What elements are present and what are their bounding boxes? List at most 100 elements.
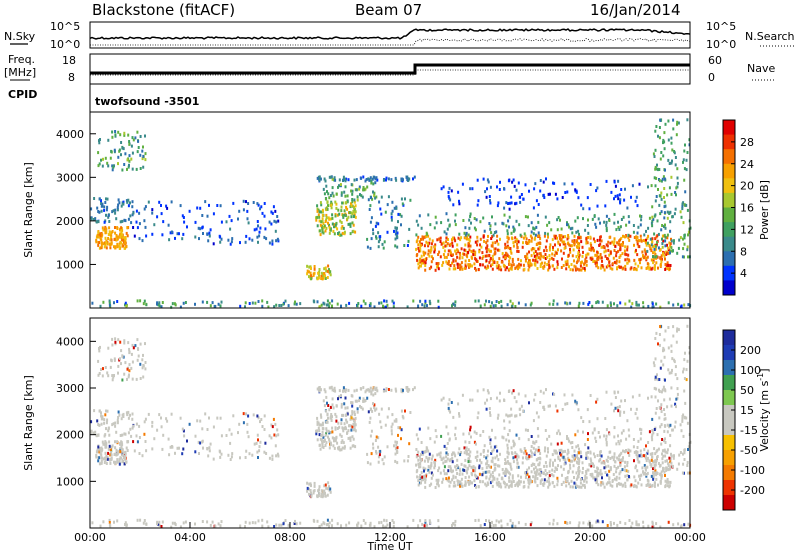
power-cell (486, 187, 488, 191)
velocity-cell (452, 469, 454, 473)
velocity-cell (658, 333, 661, 336)
nsky-series-line (89, 28, 691, 40)
power-cell (252, 201, 255, 204)
velocity-cell (611, 479, 614, 482)
power-cell (659, 212, 662, 216)
velocity-cell (619, 520, 622, 524)
velocity-cell (658, 378, 661, 381)
power-cell (460, 265, 463, 269)
power-cell (128, 154, 131, 158)
velocity-cell (577, 408, 580, 412)
power-cell (101, 202, 104, 206)
power-cell (417, 243, 420, 247)
power-cell (91, 301, 94, 305)
power-cell (260, 205, 263, 209)
velocity-cell (254, 521, 257, 525)
velocity-cell (220, 520, 223, 524)
power-cell (638, 245, 641, 249)
power-cell (330, 203, 333, 207)
velocity-cell (665, 466, 668, 470)
power-cell (544, 245, 547, 249)
power-cell (512, 241, 515, 245)
power-cell (322, 272, 325, 275)
velocity-cell (353, 424, 356, 428)
velocity-cell (496, 477, 499, 481)
velocity-cell (370, 429, 373, 433)
velocity-cell (543, 408, 546, 411)
power-cell (500, 260, 503, 264)
velocity-cell (617, 390, 620, 394)
power-cell (648, 216, 651, 220)
velocity-cell (336, 427, 339, 430)
velocity-cell (316, 494, 319, 498)
power-cell (143, 219, 146, 223)
velocity-cell (550, 442, 553, 446)
power-cell (420, 264, 422, 268)
power-cell (607, 264, 609, 268)
velocity-cell (655, 331, 658, 335)
power-cell (385, 299, 388, 303)
power-cell (216, 204, 219, 207)
velocity-cell (97, 423, 100, 426)
power-cell (546, 223, 549, 227)
power-cell (599, 242, 602, 246)
power-cell (580, 261, 583, 265)
velocity-cell (263, 428, 266, 431)
velocity-cell (548, 464, 551, 468)
colorbar-swatch (723, 265, 735, 281)
power-cell (120, 153, 122, 157)
velocity-cell (409, 411, 412, 414)
power-cell (320, 210, 323, 214)
velocity-cell (533, 463, 536, 466)
velocity-cell (451, 478, 454, 482)
velocity-cell (632, 445, 635, 449)
power-cell (589, 235, 592, 239)
power-cell (436, 238, 439, 242)
velocity-cell (331, 397, 334, 401)
power-cell (390, 218, 393, 222)
velocity-cell (361, 407, 364, 411)
velocity-cell (326, 493, 329, 497)
power-cell (437, 299, 440, 303)
power-cell (671, 159, 673, 163)
velocity-cell (517, 484, 519, 488)
velocity-cell (327, 404, 330, 407)
velocity-cell (559, 451, 561, 455)
velocity-cell (485, 519, 487, 522)
power-cell (421, 261, 423, 265)
velocity-cell (317, 426, 320, 430)
velocity-cell (119, 434, 122, 437)
velocity-cell (326, 487, 329, 491)
velocity-cell (342, 441, 345, 445)
velocity-cell (476, 454, 479, 458)
velocity-cell (627, 469, 630, 473)
velocity-cell (384, 423, 387, 427)
power-cell (559, 243, 561, 247)
power-cell (515, 188, 518, 192)
power-cell (614, 194, 617, 198)
power-cell (306, 269, 309, 273)
velocity-cell (338, 425, 341, 429)
velocity-cell (488, 519, 491, 523)
velocity-cell (589, 450, 592, 454)
power-cell (105, 208, 108, 212)
power-cell (258, 234, 261, 238)
power-cell (650, 249, 653, 253)
power-cell (551, 252, 554, 256)
velocity-cell (631, 395, 634, 399)
velocity-cell (173, 521, 176, 525)
power-cell (634, 199, 637, 203)
power-cell (624, 267, 627, 271)
velocity-cell (244, 456, 247, 459)
velocity-cell (635, 453, 638, 457)
power-cell (604, 249, 607, 253)
velocity-cell (656, 448, 659, 452)
power-cell (320, 220, 323, 224)
velocity-cell (544, 446, 547, 450)
power-cell (430, 260, 433, 264)
velocity-cell (467, 480, 470, 484)
power-cell (122, 236, 125, 240)
velocity-cell (511, 474, 514, 478)
velocity-cell (579, 481, 582, 485)
